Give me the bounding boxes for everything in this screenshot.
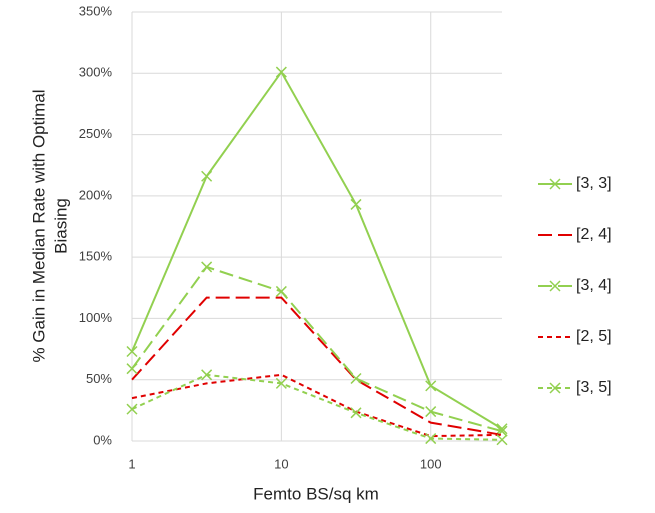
legend-label: [3, 3] xyxy=(576,175,612,192)
legend-marker xyxy=(549,280,561,292)
y-tick-label: 350% xyxy=(79,3,113,18)
x-tick-label: 1 xyxy=(128,456,135,471)
x-tick-label: 100 xyxy=(420,456,442,471)
series-line xyxy=(131,373,503,438)
data-point xyxy=(201,170,213,182)
data-point xyxy=(275,66,287,78)
y-axis-label: % Gain in Median Rate with Optimal xyxy=(29,89,48,362)
x-tick-label: 10 xyxy=(274,456,288,471)
y-tick-label: 150% xyxy=(79,249,113,264)
data-point xyxy=(350,372,362,385)
data-point xyxy=(496,423,508,435)
x-axis-label: Femto BS/sq km xyxy=(253,484,379,503)
y-tick-label: 300% xyxy=(79,65,113,80)
data-point xyxy=(201,261,213,273)
series-line xyxy=(131,373,503,441)
data-point xyxy=(201,369,213,381)
y-axis-label: Biasing xyxy=(51,198,70,254)
legend-label: [3, 4] xyxy=(576,277,612,294)
data-point xyxy=(496,434,508,446)
legend-marker xyxy=(549,382,561,394)
y-tick-label: 0% xyxy=(93,432,112,447)
series-line xyxy=(131,296,503,436)
data-point xyxy=(275,285,287,297)
legend-marker xyxy=(549,178,561,190)
legend-label: [3, 5] xyxy=(576,379,612,396)
series-line xyxy=(131,70,503,430)
data-point xyxy=(350,198,362,210)
y-tick-label: 100% xyxy=(79,310,113,325)
data-point xyxy=(425,380,437,392)
legend-label: [2, 5] xyxy=(576,328,612,345)
y-tick-label: 50% xyxy=(86,371,112,386)
data-point xyxy=(425,433,437,445)
data-point xyxy=(425,406,437,418)
y-tick-label: 250% xyxy=(79,126,113,141)
y-tick-label: 200% xyxy=(79,187,113,202)
legend-label: [2, 4] xyxy=(576,226,612,243)
series-line xyxy=(131,265,503,433)
data-point xyxy=(126,363,138,375)
data-point xyxy=(275,377,287,389)
data-point xyxy=(126,345,138,358)
data-point xyxy=(350,407,362,419)
data-point xyxy=(126,403,138,415)
